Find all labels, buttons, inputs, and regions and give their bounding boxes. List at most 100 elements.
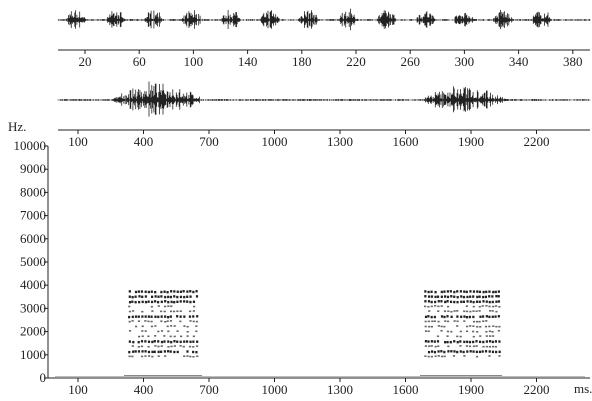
- spectral-dot: [484, 295, 488, 299]
- spectral-dot: [494, 340, 498, 343]
- x-tick-label: 260: [400, 54, 420, 69]
- spectral-dot: [167, 315, 170, 319]
- spectral-dot: [137, 345, 140, 348]
- spectral-dot: [154, 300, 157, 303]
- spectral-dot: [478, 340, 482, 344]
- spectral-dot: [144, 290, 147, 293]
- spectral-dot: [169, 310, 173, 313]
- spectral-dot: [167, 305, 170, 307]
- spectral-dot: [195, 330, 198, 333]
- x-tick-label: 20: [79, 54, 92, 69]
- spectral-dot: [446, 315, 449, 318]
- spectral-dot: [468, 345, 472, 348]
- spectral-dot: [466, 340, 469, 344]
- spectral-dot: [465, 290, 468, 294]
- spectral-dot: [192, 355, 195, 358]
- spectral-dot: [427, 290, 430, 294]
- spectral-dot: [456, 325, 459, 327]
- spectral-dot: [491, 300, 494, 304]
- spectral-dot: [449, 290, 452, 293]
- spectral-dot: [173, 295, 176, 298]
- spectral-dot: [186, 355, 189, 357]
- spectral-dot: [488, 325, 491, 328]
- spectral-dot: [497, 295, 500, 298]
- x-tick-label: 1300: [327, 134, 353, 149]
- spectral-dot: [498, 350, 501, 354]
- spectral-dot: [463, 340, 466, 344]
- spectral-dot: [482, 345, 485, 348]
- spectral-dot: [491, 335, 495, 337]
- spectral-dot: [440, 315, 444, 318]
- spectral-dot: [466, 295, 469, 299]
- spectral-dot: [128, 310, 132, 313]
- spectral-dot: [183, 340, 186, 343]
- spectral-dot: [494, 345, 497, 348]
- spectral-dot: [157, 340, 160, 343]
- spectral-dot: [484, 350, 488, 353]
- spectral-dot: [138, 300, 141, 304]
- spectral-dot: [447, 350, 450, 353]
- spectral-dot: [131, 320, 134, 322]
- spectral-dot: [179, 295, 183, 299]
- spectral-dot: [497, 290, 500, 293]
- spectral-dot: [472, 330, 475, 333]
- spectral-dot: [169, 315, 172, 318]
- spectral-dot: [447, 310, 450, 313]
- spectral-dot: [169, 295, 173, 299]
- spectral-dot: [160, 320, 163, 323]
- spectral-dot: [443, 355, 446, 358]
- x-tick-label: 1000: [262, 382, 288, 397]
- spectral-dot: [444, 300, 447, 304]
- spectral-dot: [430, 305, 433, 308]
- spectral-dot: [485, 315, 488, 318]
- spectral-dot: [475, 355, 479, 358]
- spectral-dot: [189, 295, 192, 298]
- spectral-dot: [173, 290, 176, 293]
- spectral-dot: [153, 340, 156, 343]
- spectral-dot: [170, 340, 173, 344]
- x-tick-label: 2200: [524, 134, 550, 149]
- spectral-dot: [173, 325, 176, 327]
- spectral-dot: [476, 330, 479, 333]
- spectral-dot: [195, 295, 199, 298]
- spectral-dot: [491, 340, 494, 344]
- spectral-dot: [153, 350, 156, 354]
- y-tick-label: 9000: [20, 161, 46, 176]
- spectral-dot: [179, 340, 182, 344]
- spectral-dot: [485, 290, 488, 294]
- spectral-dot: [144, 315, 147, 318]
- spectral-dot: [144, 300, 148, 304]
- spectral-dot: [144, 340, 147, 343]
- spectral-dot: [131, 295, 134, 299]
- spectral-dot: [446, 305, 450, 308]
- spectral-dot: [481, 305, 484, 307]
- x-tick-label: 1900: [458, 382, 484, 397]
- spectral-dot: [488, 290, 491, 293]
- spectral-dot: [488, 350, 491, 353]
- spectral-dot: [459, 335, 462, 338]
- spectral-dot: [134, 315, 138, 318]
- spectral-dot: [150, 315, 153, 318]
- spectral-dot: [485, 345, 488, 348]
- spectral-dot: [424, 305, 427, 308]
- spectral-dot: [176, 290, 179, 293]
- spectral-dot: [173, 340, 176, 343]
- spectral-dot: [192, 310, 195, 312]
- spectral-dot: [475, 340, 478, 343]
- spectral-dot: [443, 350, 446, 354]
- spectral-dot: [437, 310, 440, 312]
- spectral-dot: [437, 320, 440, 323]
- spectral-dot: [195, 290, 198, 293]
- spectral-dot: [160, 310, 163, 313]
- spectral-dot: [453, 350, 456, 353]
- spectral-dot: [179, 290, 183, 293]
- spectral-dot: [478, 300, 481, 304]
- spectral-dot: [440, 300, 443, 303]
- spectral-dot: [192, 300, 196, 304]
- spectral-dot: [164, 300, 167, 303]
- spectral-dot: [479, 335, 482, 337]
- spectral-dot: [456, 320, 459, 323]
- spectral-dot: [196, 340, 199, 343]
- spectral-dot: [446, 290, 449, 293]
